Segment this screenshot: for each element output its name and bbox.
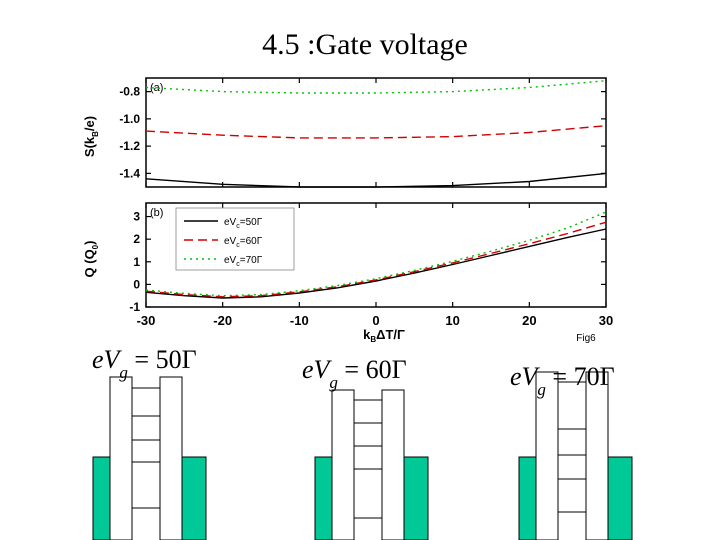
y-tick-label: -0.8 [119, 85, 140, 99]
equation-1-main: eV [92, 345, 120, 374]
left-lead [314, 456, 333, 540]
x-tick-label: 30 [599, 313, 613, 328]
chart-panel-a: -1.4 -1.2 -1.0 -0.8 (a) S(kB/e) [82, 77, 607, 188]
plot-frame [145, 77, 607, 188]
x-tick-label: -20 [213, 313, 232, 328]
equation-3-rest: = 70Γ [545, 362, 615, 391]
fig-label: Fig6 [576, 333, 596, 344]
equation-3-sub: g [537, 380, 546, 399]
x-tick-label: 20 [522, 313, 536, 328]
left-barrier [331, 389, 355, 540]
equation-2-sub: g [329, 373, 338, 392]
y-tick-label: 0 [133, 277, 140, 291]
x-tick-label: 10 [445, 313, 459, 328]
series-line-red [145, 221, 607, 298]
equation-1-sub: g [119, 363, 128, 382]
chart-legend: eVc=50Γ eVc=60Γ eVc=70Γ [175, 207, 295, 271]
dot-well [353, 399, 383, 519]
left-barrier [109, 376, 133, 540]
equation-3: eVg = 70Γ [510, 362, 615, 399]
left-lead [518, 456, 537, 540]
y-tick-label: 3 [133, 210, 140, 224]
slide-title: 4.5 :Gate voltage [262, 28, 468, 61]
y-axis-label: Q (Q0) [82, 241, 100, 278]
series-line-red [145, 125, 607, 139]
quantum-dot-diagram-1 [92, 376, 207, 540]
y-tick-label: -1 [129, 300, 140, 314]
equation-2-main: eV [302, 355, 330, 384]
y-tick-label: 2 [133, 232, 140, 246]
y-tick-label: -1.4 [119, 166, 140, 180]
equation-2-rest: = 60Γ [337, 355, 407, 384]
y-tick-label: 1 [133, 255, 140, 269]
series-line-black [145, 172, 607, 188]
right-barrier [381, 389, 405, 540]
panel-label: (a) [150, 82, 163, 94]
equation-1-rest: = 50Γ [127, 345, 197, 374]
legend-entry-label: eVc=60Γ [224, 236, 263, 249]
equation-3-main: eV [510, 362, 538, 391]
dot-well [557, 381, 587, 513]
quantum-dot-diagram-2 [314, 389, 429, 540]
x-tick-label: 0 [372, 313, 379, 328]
y-tick-label: -1.2 [119, 139, 140, 153]
y-tick-label: -1.0 [119, 112, 140, 126]
series-line-black [145, 228, 607, 299]
legend-box [175, 207, 295, 271]
left-lead [92, 456, 111, 540]
right-lead [403, 456, 429, 540]
right-barrier [159, 376, 183, 540]
y-axis-label: S(kB/e) [82, 116, 100, 157]
right-lead [607, 456, 633, 540]
legend-entry-label: eVc=70Γ [224, 255, 263, 268]
x-tick-label: -10 [290, 313, 309, 328]
right-lead [181, 456, 207, 540]
right-barrier [585, 371, 609, 540]
legend-entry-label: eVc=50Γ [224, 217, 263, 230]
equation-2: eVg = 60Γ [302, 355, 407, 392]
dot-well [131, 387, 161, 509]
panel-label: (b) [150, 207, 163, 219]
x-tick-label: -30 [137, 313, 156, 328]
x-axis-label: kBΔT/Γ [363, 327, 405, 344]
equation-1: eVg = 50Γ [92, 345, 197, 382]
quantum-dot-diagram-3 [518, 371, 633, 540]
